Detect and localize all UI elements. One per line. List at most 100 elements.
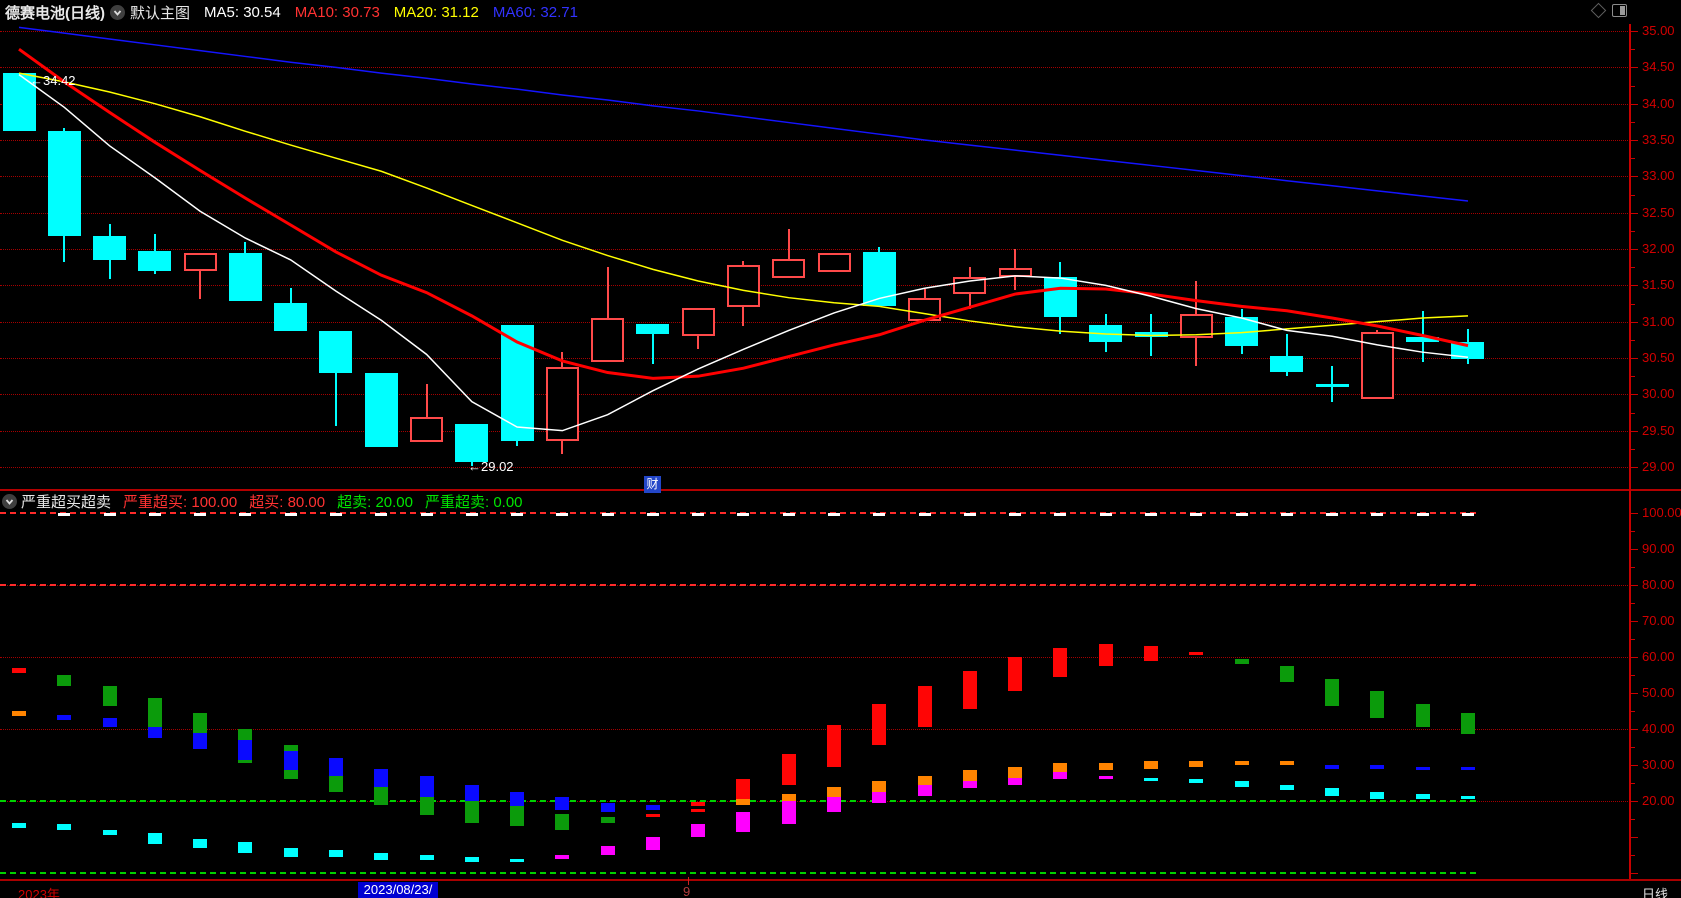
oscillator-bar <box>556 513 569 516</box>
oscillator-bar <box>1144 761 1159 769</box>
oscillator-bar <box>374 853 389 861</box>
axis-tick <box>1631 467 1638 468</box>
oscillator-bar <box>1370 792 1385 800</box>
price-axis-label: 30.50 <box>1642 350 1675 365</box>
axis-tick <box>1631 140 1638 141</box>
oscillator-bar <box>962 671 977 710</box>
period-label[interactable]: 日线 <box>1642 887 1669 898</box>
oscillator-bar <box>284 513 297 516</box>
oscillator-bar <box>962 770 977 782</box>
oscillator-bar <box>827 725 842 767</box>
oscillator-bar <box>1009 513 1022 516</box>
oscillator-bar <box>1279 784 1294 791</box>
chevron-down-circle-icon[interactable] <box>110 4 125 20</box>
oscillator-bar <box>1279 666 1294 683</box>
oscillator-bar <box>420 513 433 516</box>
indicator-param-oversold: 超卖: 20.00 <box>337 494 413 511</box>
oscillator-bar <box>646 513 659 516</box>
oscillator-bar <box>328 849 343 857</box>
axis-tick <box>1631 358 1638 359</box>
axis-tick <box>1631 513 1638 514</box>
oscillator-bar <box>781 754 796 785</box>
oscillator-bar <box>691 808 706 812</box>
indicator-title[interactable]: 严重超买超卖 <box>21 494 112 511</box>
oscillator-bar <box>283 745 298 751</box>
axis-tick <box>1631 67 1638 69</box>
axis-tick <box>1631 765 1638 766</box>
oscillator-bar <box>102 685 117 706</box>
oscillator-bar <box>736 779 751 800</box>
axis-tick <box>1631 657 1638 658</box>
axis-tick <box>1631 339 1635 341</box>
oscillator-bar <box>283 750 298 771</box>
ma10-legend: MA10: 30.73 <box>294 3 380 21</box>
axis-tick <box>1631 549 1638 550</box>
oscillator-axis-label: 60.00 <box>1642 649 1675 664</box>
axis-tick <box>1631 603 1635 604</box>
current-date-chip: 2023/08/23/三 <box>358 882 438 898</box>
financial-report-badge[interactable]: 财 <box>644 476 661 493</box>
oscillator-bar <box>193 838 208 848</box>
axis-tick <box>1631 711 1635 712</box>
month-tick <box>688 877 689 885</box>
main-chart-toolbar: 德赛电池(日线) 默认主图 MA5: 30.54 MA10: 30.73 MA2… <box>0 0 1681 24</box>
oscillator-bar <box>238 729 253 742</box>
panel-layout-icon[interactable] <box>1612 4 1627 17</box>
axis-tick <box>1631 693 1638 694</box>
axis-tick <box>1631 783 1635 784</box>
oscillator-bar <box>374 786 389 805</box>
oscillator-bar <box>193 712 208 733</box>
oscillator-bar <box>464 801 479 823</box>
oscillator-bar <box>148 513 161 516</box>
axis-tick <box>1631 837 1638 838</box>
oscillator-bar <box>1415 766 1430 771</box>
oscillator-bar <box>1098 775 1113 780</box>
axis-tick <box>1631 585 1638 586</box>
oscillator-bar <box>58 513 71 516</box>
oscillator-bar <box>12 822 26 828</box>
ma20-legend: MA20: 31.12 <box>393 3 479 21</box>
axis-tick <box>1631 49 1635 51</box>
oscillator-bar <box>1189 779 1204 783</box>
oscillator-bar <box>917 775 932 785</box>
chevron-down-circle-icon[interactable] <box>2 494 17 509</box>
oscillator-bar <box>103 513 116 516</box>
ma5-legend: MA5: 30.54 <box>204 3 281 21</box>
axis-tick <box>1631 267 1635 269</box>
price-annotation-low: ←29.02 <box>468 459 514 474</box>
axis-tick <box>1631 85 1635 87</box>
oscillator-bar <box>283 770 298 780</box>
oscillator-bar <box>1053 772 1068 780</box>
oscillator-bar <box>12 711 26 717</box>
oscillator-bar <box>464 856 479 863</box>
oscillator-bar <box>601 513 614 516</box>
main-overlay-label[interactable]: 默认主图 <box>130 4 191 22</box>
year-label: 2023年 <box>18 887 60 898</box>
axis-tick <box>1631 249 1638 250</box>
oscillator-bar <box>1370 691 1385 719</box>
oscillator-bar <box>375 513 388 516</box>
oscillator-bar <box>283 847 298 857</box>
oscillator-bar <box>1416 513 1429 516</box>
oscillator-bar <box>1053 763 1068 773</box>
axis-tick <box>1631 212 1638 214</box>
oscillator-bar <box>827 797 842 812</box>
oscillator-bar <box>828 513 841 516</box>
price-axis-label: 33.50 <box>1642 132 1675 147</box>
oscillator-bar <box>691 824 706 837</box>
oscillator-bar <box>962 781 977 789</box>
oscillator-bar <box>827 786 842 798</box>
panel-separator <box>0 489 1681 491</box>
price-axis-label: 34.50 <box>1642 59 1675 75</box>
oscillator-bar <box>329 513 342 516</box>
grid-line <box>0 467 1630 468</box>
price-axis-label: 30.00 <box>1642 386 1675 402</box>
oscillator-bar <box>600 817 615 823</box>
oscillator-bar <box>1008 657 1023 692</box>
oscillator-bar <box>57 675 72 686</box>
oscillator-bar <box>917 784 932 796</box>
oscillator-bar <box>1460 712 1475 735</box>
